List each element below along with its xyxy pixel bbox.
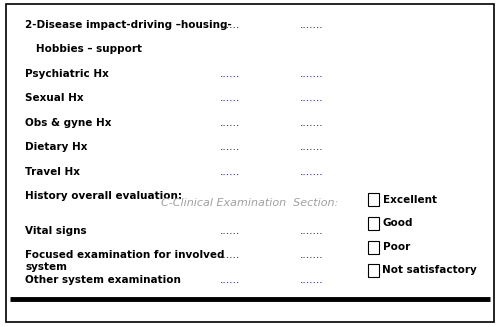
Text: Travel Hx: Travel Hx — [25, 167, 80, 177]
Text: ......: ...... — [220, 142, 240, 152]
Text: Vital signs: Vital signs — [25, 226, 86, 236]
Text: History overall evaluation:: History overall evaluation: — [25, 191, 182, 201]
Text: .......: ....... — [300, 20, 324, 30]
Text: .......: ....... — [300, 93, 324, 103]
Text: Good: Good — [382, 218, 413, 228]
Text: .......: ....... — [300, 226, 324, 236]
Text: Dietary Hx: Dietary Hx — [25, 142, 88, 152]
Text: .......: ....... — [300, 69, 324, 79]
Text: ......: ...... — [220, 226, 240, 236]
Text: ......: ...... — [220, 250, 240, 260]
Text: Hobbies – support: Hobbies – support — [25, 44, 142, 54]
Text: ......: ...... — [220, 167, 240, 177]
FancyBboxPatch shape — [368, 264, 378, 277]
Text: ......: ...... — [220, 69, 240, 79]
Text: Sexual Hx: Sexual Hx — [25, 93, 84, 103]
FancyBboxPatch shape — [368, 194, 378, 206]
Text: .......: ....... — [300, 275, 324, 285]
FancyBboxPatch shape — [6, 4, 494, 322]
FancyBboxPatch shape — [368, 241, 378, 253]
FancyBboxPatch shape — [368, 217, 378, 230]
Text: Other system examination: Other system examination — [25, 275, 181, 285]
Text: .......: ....... — [300, 118, 324, 128]
Text: Focused examination for involved
system: Focused examination for involved system — [25, 250, 224, 272]
Text: ......: ...... — [220, 275, 240, 285]
Text: Not satisfactory: Not satisfactory — [382, 265, 477, 275]
Text: .......: ....... — [300, 142, 324, 152]
Text: ......: ...... — [220, 93, 240, 103]
Text: 2-Disease impact-driving –housing-: 2-Disease impact-driving –housing- — [25, 20, 232, 30]
Text: Excellent: Excellent — [382, 195, 436, 205]
Text: C-Clinical Examination  Section:: C-Clinical Examination Section: — [162, 198, 338, 208]
Text: Poor: Poor — [382, 242, 410, 252]
Text: Obs & gyne Hx: Obs & gyne Hx — [25, 118, 112, 128]
Text: .......: ....... — [300, 167, 324, 177]
Text: .......: ....... — [300, 250, 324, 260]
Text: Psychiatric Hx: Psychiatric Hx — [25, 69, 109, 79]
Text: ......: ...... — [220, 20, 240, 30]
Text: ......: ...... — [220, 118, 240, 128]
